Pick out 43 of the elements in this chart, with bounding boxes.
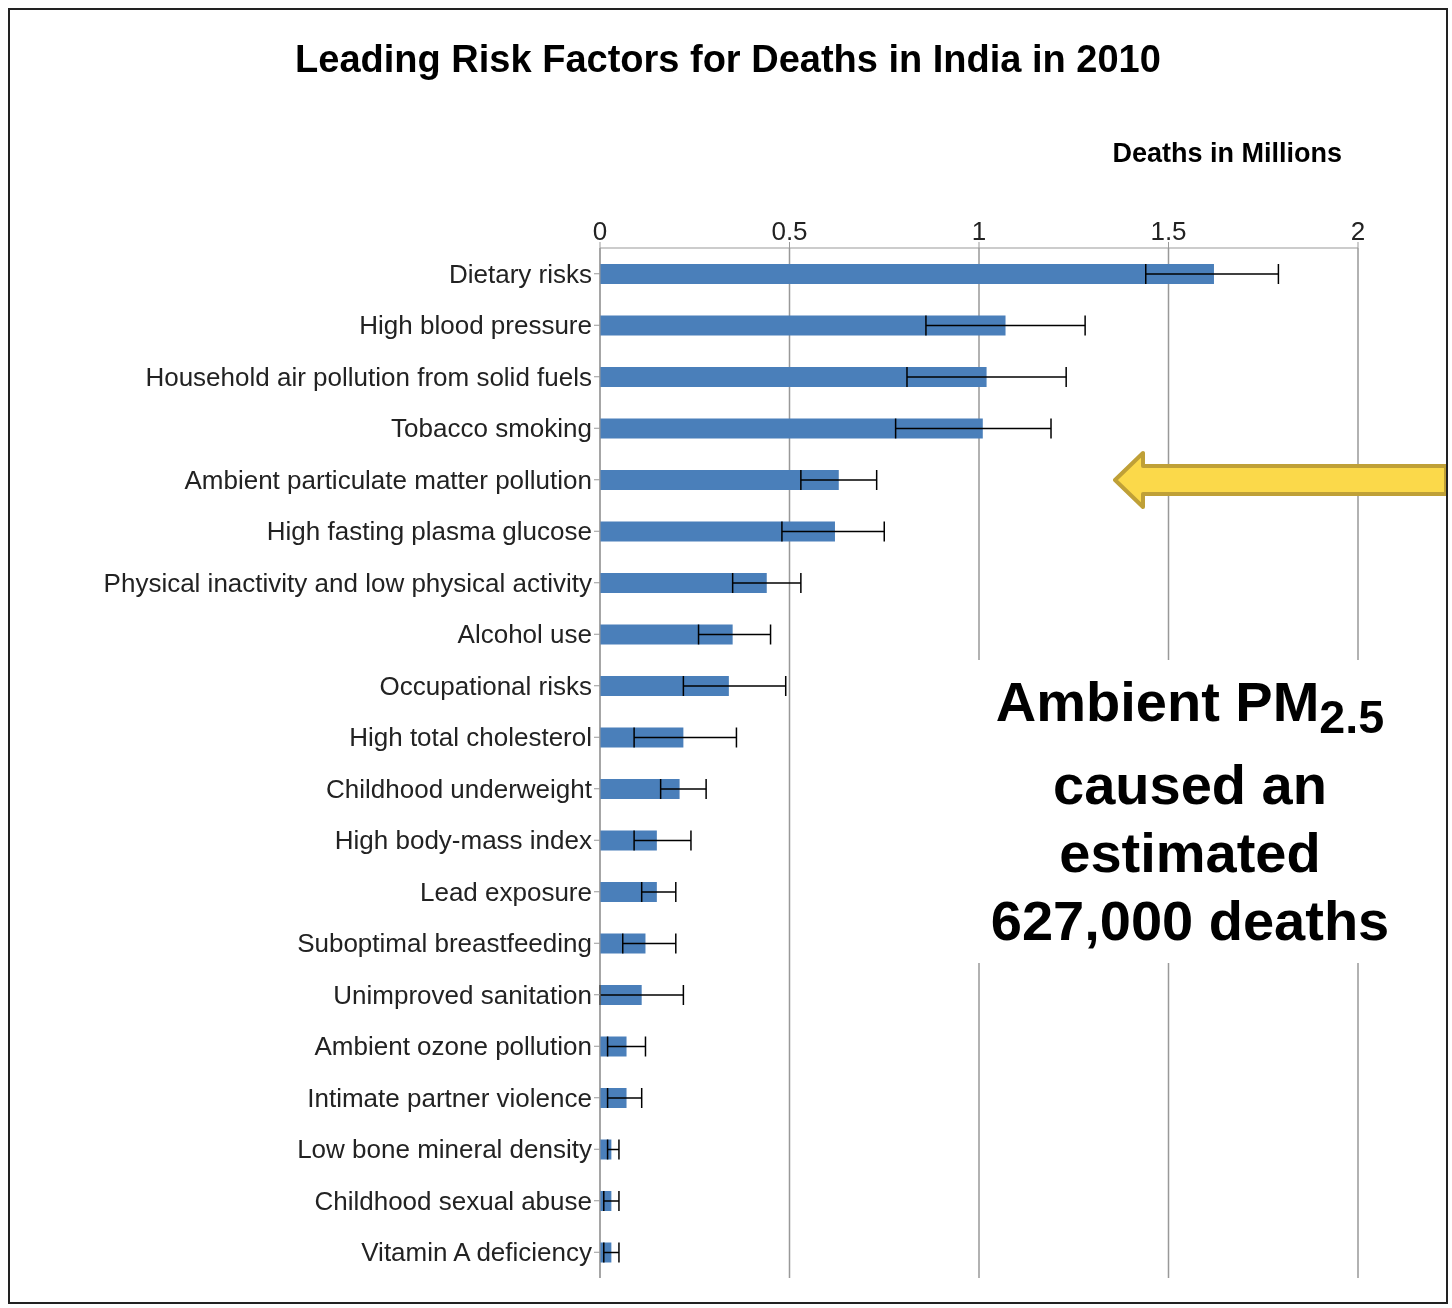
y-tick-label: High fasting plasma glucose [266,516,592,547]
y-tick-label: Ambient ozone pollution [314,1031,592,1062]
bar [600,521,835,542]
bar [600,1036,627,1057]
bar [600,779,680,799]
bar [600,418,983,439]
y-tick-label: Childhood underweight [326,773,593,804]
y-tick-label: Vitamin A deficiency [361,1237,592,1268]
bar [600,830,657,851]
y-tick-label: Intimate partner violence [307,1082,592,1113]
y-tick-label: Dietary risks [448,258,592,289]
y-tick-label: High total cholesterol [349,722,592,753]
y-tick-label: Occupational risks [379,670,592,701]
bar [600,727,684,748]
bar [600,624,733,645]
bar [600,676,729,696]
bar [600,367,987,387]
x-tick-label: 1 [971,216,987,246]
x-tick-label: 2 [1350,216,1366,246]
y-tick-label: Low bone mineral density [297,1134,592,1165]
y-tick-label: Lead exposure [419,876,592,907]
y-tick-label: High body-mass index [334,825,592,856]
y-tick-label: Suboptimal breastfeeding [297,928,592,959]
y-tick-label: Household air pollution from solid fuels [145,361,592,392]
x-tick-label: 1.5 [1150,216,1187,246]
y-tick-label: Childhood sexual abuse [314,1185,592,1216]
x-tick-label: 0.5 [771,216,808,246]
y-tick-label: Unimproved sanitation [333,979,592,1010]
annotation: Ambient PM$_{2.5}$ caused an estimated 627,000 deaths [960,660,1420,964]
x-axis-title: Deaths in Millions [1112,138,1342,169]
bar [600,470,839,490]
chart-title: Leading Risk Factors for Deaths in India in 2010 [294,38,1162,81]
y-tick-label: Ambient particulate matter pollution [184,464,592,495]
bar [600,264,1214,284]
y-tick-label: Tobacco smoking [391,413,592,444]
y-tick-label: High blood pressure [359,310,592,341]
bar [600,882,657,902]
bar [600,933,646,954]
y-tick-label: Alcohol use [457,619,592,650]
y-tick-label: Physical inactivity and low physical activity [103,567,592,598]
bar [600,573,767,593]
x-tick-label: 0 [592,216,608,246]
bar [600,315,1006,336]
